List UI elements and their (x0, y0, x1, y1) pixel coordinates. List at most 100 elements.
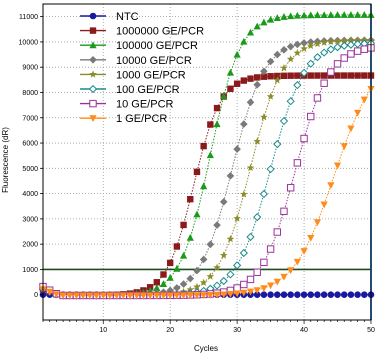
series-2-point-39 (293, 11, 301, 19)
series-7-point-24 (193, 292, 201, 300)
series-line-7 (42, 88, 372, 296)
series-3-point-34 (260, 67, 268, 76)
series-3-point-25 (199, 255, 208, 264)
series-7-point-40 (300, 248, 308, 255)
series-line-1 (42, 75, 371, 296)
series-4-point-36 (273, 76, 282, 84)
series-7-point-16 (139, 292, 148, 300)
series-2-point-35 (266, 15, 275, 23)
series-6-point-37 (280, 207, 288, 216)
series-5-point-42 (313, 53, 322, 62)
series-1-point-46 (341, 72, 348, 79)
series-1-point-22 (180, 221, 187, 229)
series-2-point-34 (260, 18, 268, 26)
series-6-point-43 (320, 79, 328, 87)
y-tick-label-3000: 3000 (22, 216, 38, 223)
series-4-point-38 (286, 55, 295, 63)
series-7-point-27 (213, 291, 221, 299)
series-5-point-47 (346, 40, 356, 49)
y-tick-label-11000: 11000 (19, 14, 38, 21)
series-4-point-26 (206, 272, 215, 280)
series-7-point-14 (126, 292, 134, 300)
series-7-point-19 (159, 292, 168, 300)
series-6-point-48 (353, 47, 362, 55)
series-6-point-45 (333, 60, 342, 68)
series-0-point-34 (260, 291, 268, 299)
series-7-point-33 (253, 287, 261, 294)
legend: NTC 1000000 GE/PCR 100000 GE/PCR 10000 GE/P… (80, 11, 204, 125)
series-0-point-40 (300, 291, 308, 299)
series-3-point-23 (186, 274, 195, 283)
series-1-point-20 (166, 259, 174, 267)
series-4-point-40 (300, 44, 308, 52)
series-5-point-27 (212, 281, 222, 290)
series-5-point-40 (299, 68, 309, 77)
series-4-point-34 (260, 113, 268, 121)
series-7-point-41 (307, 234, 315, 242)
series-2-point-31 (240, 37, 248, 45)
series-7-point-49 (360, 96, 368, 104)
series-5-point-31 (239, 248, 248, 258)
series-1-point-18 (153, 279, 160, 286)
series-7-point-15 (133, 292, 141, 300)
y-tick-label-2000: 2000 (22, 242, 38, 249)
series-0-point-48 (354, 291, 361, 299)
series-2-point-25 (200, 182, 208, 190)
legend-label-5: 100 GE/PCR (116, 84, 180, 96)
series-2-point-48 (354, 11, 362, 18)
series-1-point-34 (260, 73, 268, 80)
series-1-point-30 (233, 80, 241, 87)
y-tick-label-10000: 10000 (19, 39, 39, 46)
series-3-point-21 (173, 284, 181, 292)
series-7-point-26 (206, 291, 214, 299)
legend-label-1: 1000000 GE/PCR (116, 26, 204, 38)
series-5-point-38 (286, 97, 295, 106)
series-7-point-37 (280, 273, 288, 281)
series-7-point-47 (347, 125, 355, 133)
series-0-point-39 (294, 291, 301, 299)
series-7-point-32 (246, 288, 255, 296)
x-tick-label-50: 50 (367, 327, 375, 334)
y-tick-label-5000: 5000 (22, 166, 38, 173)
series-7-point-48 (354, 109, 362, 117)
legend-label-7: 1 GE/PCR (116, 113, 167, 125)
x-tick-label-30: 30 (233, 327, 241, 334)
series-3-point-28 (219, 198, 228, 206)
series-2-point-26 (206, 151, 214, 159)
series-1-point-35 (267, 73, 274, 80)
series-7-point-39 (293, 258, 301, 266)
series-7-point-7 (79, 292, 87, 300)
series-2-point-20 (166, 274, 174, 281)
series-4-point-27 (213, 263, 221, 271)
series-2-point-21 (173, 264, 181, 272)
series-7-point-30 (233, 290, 241, 298)
series-3-point-22 (179, 280, 188, 288)
series-0-point-38 (287, 291, 294, 299)
legend-marker-3 (89, 56, 97, 64)
series-1-point-26 (207, 121, 214, 128)
series-6-point-33 (253, 268, 261, 276)
plot-frame (42, 3, 372, 321)
series-4-point-31 (240, 190, 248, 198)
series-7-point-20 (166, 292, 174, 300)
series-2-point-24 (193, 210, 201, 218)
legend-marker-5 (88, 84, 98, 94)
series-3-point-33 (253, 80, 262, 89)
series-5-point-39 (293, 81, 302, 90)
series-5-point-41 (306, 59, 315, 68)
series-1-point-33 (254, 74, 261, 81)
series-5-point-37 (279, 116, 289, 126)
series-5-point-33 (253, 212, 262, 222)
series-1-point-43 (320, 72, 328, 79)
legend-marker-6 (89, 99, 97, 108)
series-4-point-24 (193, 282, 201, 291)
series-7-point-3 (52, 291, 60, 299)
series-5-point-30 (233, 261, 242, 270)
series-2-point-43 (320, 11, 328, 19)
series-2-point-38 (287, 12, 295, 20)
series-4-point-46 (340, 36, 349, 45)
series-1-point-24 (193, 168, 201, 176)
series-4-point-44 (327, 37, 335, 46)
series-0-point-46 (340, 291, 348, 299)
series-1-point-38 (287, 72, 294, 79)
